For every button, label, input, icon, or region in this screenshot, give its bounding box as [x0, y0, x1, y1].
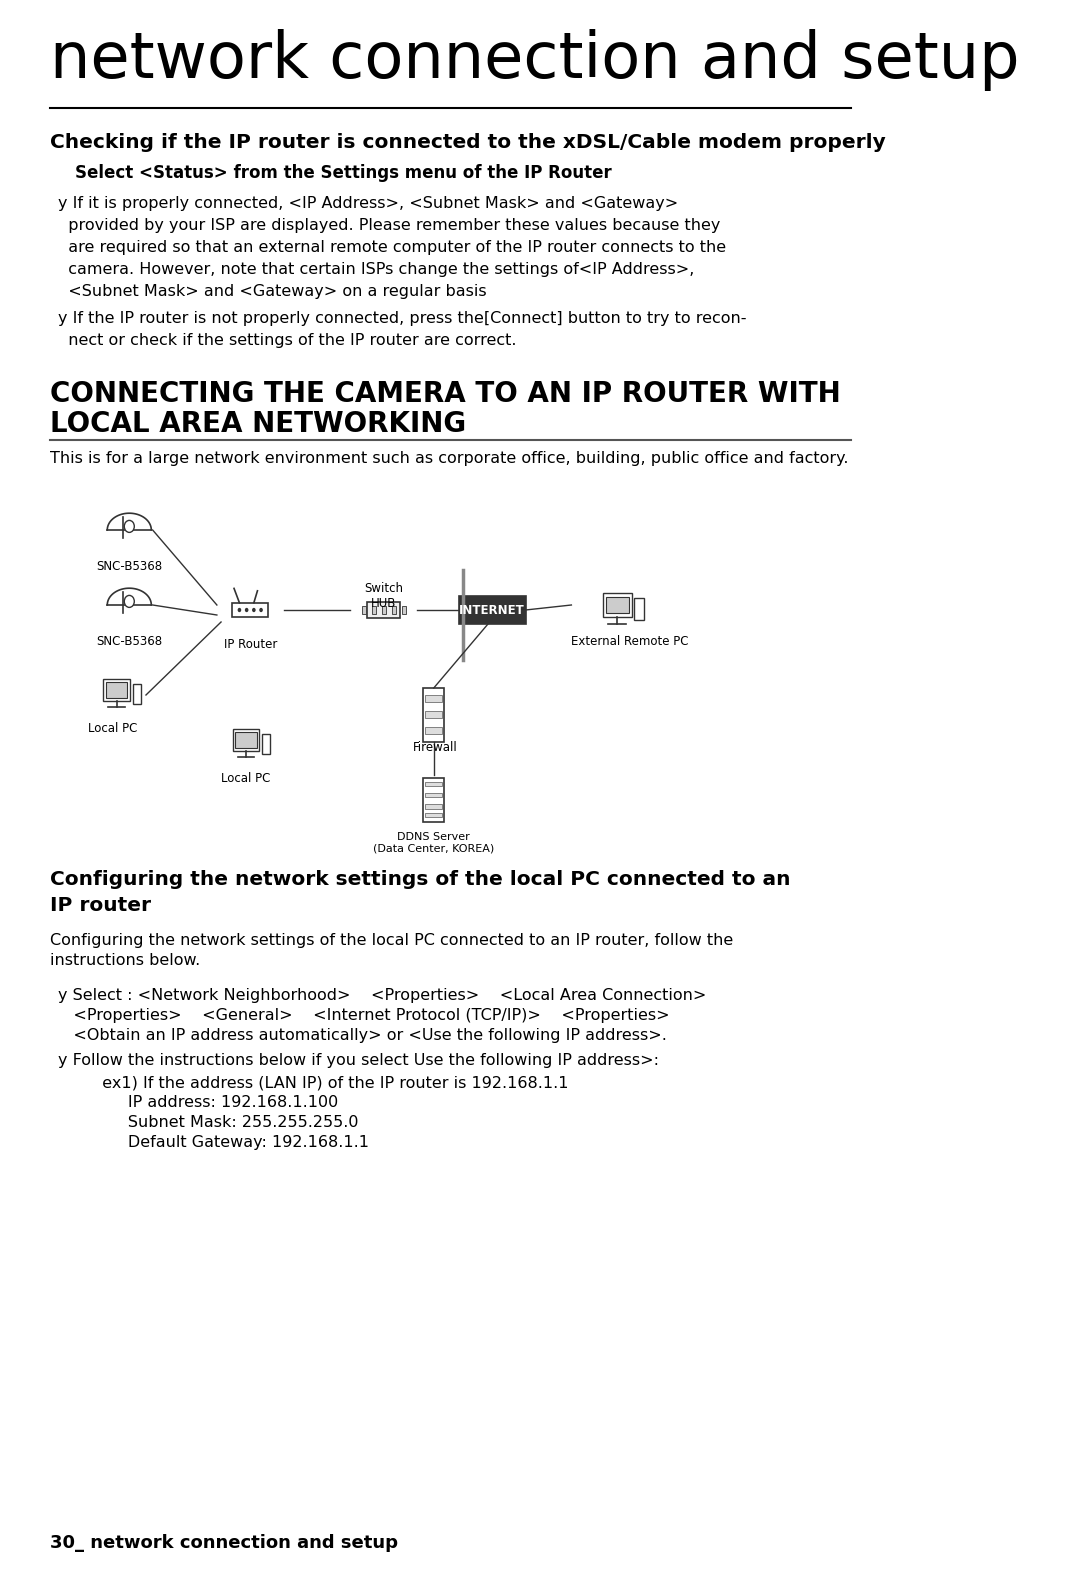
- Text: LOCAL AREA NETWORKING: LOCAL AREA NETWORKING: [50, 410, 467, 438]
- Text: y Follow the instructions below if you select Use the following IP address>:: y Follow the instructions below if you s…: [58, 1053, 660, 1068]
- Circle shape: [252, 608, 256, 613]
- FancyBboxPatch shape: [426, 694, 443, 702]
- FancyBboxPatch shape: [106, 682, 127, 698]
- Text: camera. However, note that certain ISPs change the settings of<IP Address>,: camera. However, note that certain ISPs …: [58, 262, 694, 276]
- Text: are required so that an external remote computer of the IP router connects to th: are required so that an external remote …: [58, 240, 727, 255]
- Circle shape: [124, 595, 134, 608]
- Text: y If the IP router is not properly connected, press the[Connect] button to try t: y If the IP router is not properly conne…: [58, 311, 747, 327]
- FancyBboxPatch shape: [232, 603, 268, 617]
- FancyBboxPatch shape: [634, 599, 644, 621]
- Text: instructions below.: instructions below.: [50, 954, 200, 968]
- Text: Local PC: Local PC: [87, 723, 137, 735]
- FancyBboxPatch shape: [606, 597, 629, 613]
- Text: network connection and setup: network connection and setup: [50, 28, 1020, 91]
- FancyBboxPatch shape: [104, 679, 130, 701]
- FancyBboxPatch shape: [232, 729, 259, 751]
- Text: SNC-B5368: SNC-B5368: [96, 559, 162, 573]
- Text: <Properties>    <General>    <Internet Protocol (TCP/IP)>    <Properties>: <Properties> <General> <Internet Protoco…: [58, 1009, 670, 1023]
- Circle shape: [238, 608, 241, 613]
- FancyBboxPatch shape: [426, 804, 442, 809]
- Text: ex1) If the address (LAN IP) of the IP router is 192.168.1.1: ex1) If the address (LAN IP) of the IP r…: [92, 1075, 568, 1090]
- Text: Checking if the IP router is connected to the xDSL/Cable modem properly: Checking if the IP router is connected t…: [50, 134, 886, 152]
- Text: Default Gateway: 192.168.1.1: Default Gateway: 192.168.1.1: [92, 1134, 368, 1150]
- FancyBboxPatch shape: [392, 606, 395, 614]
- FancyBboxPatch shape: [426, 727, 443, 734]
- Text: External Remote PC: External Remote PC: [571, 635, 689, 647]
- FancyBboxPatch shape: [381, 606, 386, 614]
- Text: provided by your ISP are displayed. Please remember these values because they: provided by your ISP are displayed. Plea…: [58, 218, 720, 233]
- Text: IP address: 192.168.1.100: IP address: 192.168.1.100: [92, 1095, 338, 1111]
- FancyBboxPatch shape: [426, 712, 443, 718]
- Text: Firewall: Firewall: [413, 742, 458, 754]
- FancyBboxPatch shape: [362, 606, 366, 614]
- FancyBboxPatch shape: [372, 606, 376, 614]
- FancyBboxPatch shape: [426, 812, 442, 817]
- Text: SNC-B5368: SNC-B5368: [96, 635, 162, 647]
- Text: nect or check if the settings of the IP router are correct.: nect or check if the settings of the IP …: [58, 333, 517, 349]
- FancyBboxPatch shape: [459, 595, 526, 624]
- Text: Subnet Mask: 255.255.255.0: Subnet Mask: 255.255.255.0: [92, 1115, 359, 1130]
- Text: DDNS Server
(Data Center, KOREA): DDNS Server (Data Center, KOREA): [373, 833, 495, 853]
- FancyBboxPatch shape: [367, 602, 401, 617]
- FancyBboxPatch shape: [402, 606, 406, 614]
- Text: IP Router: IP Router: [224, 638, 276, 650]
- Text: Local PC: Local PC: [221, 771, 271, 786]
- Text: <Subnet Mask> and <Gateway> on a regular basis: <Subnet Mask> and <Gateway> on a regular…: [58, 284, 487, 298]
- Circle shape: [124, 520, 134, 533]
- Text: IP router: IP router: [50, 895, 151, 914]
- Text: y Select : <Network Neighborhood>    <Properties>    <Local Area Connection>: y Select : <Network Neighborhood> <Prope…: [58, 988, 706, 1002]
- Text: Switch
HUB: Switch HUB: [364, 581, 403, 610]
- FancyBboxPatch shape: [426, 782, 442, 786]
- Text: Configuring the network settings of the local PC connected to an: Configuring the network settings of the …: [50, 870, 791, 889]
- FancyBboxPatch shape: [423, 688, 444, 742]
- Text: 30_ network connection and setup: 30_ network connection and setup: [50, 1533, 399, 1552]
- Text: <Obtain an IP address automatically> or <Use the following IP address>.: <Obtain an IP address automatically> or …: [58, 1027, 667, 1043]
- FancyBboxPatch shape: [235, 732, 257, 748]
- Text: Select <Status> from the Settings menu of the IP Router: Select <Status> from the Settings menu o…: [76, 163, 612, 182]
- FancyBboxPatch shape: [603, 592, 632, 617]
- Circle shape: [259, 608, 262, 613]
- FancyBboxPatch shape: [426, 793, 442, 798]
- Text: Configuring the network settings of the local PC connected to an IP router, foll: Configuring the network settings of the …: [50, 933, 733, 947]
- FancyBboxPatch shape: [133, 683, 141, 704]
- Text: This is for a large network environment such as corporate office, building, publ: This is for a large network environment …: [50, 451, 849, 467]
- Text: INTERNET: INTERNET: [459, 603, 525, 616]
- Text: y If it is properly connected, <IP Address>, <Subnet Mask> and <Gateway>: y If it is properly connected, <IP Addre…: [58, 196, 678, 211]
- FancyBboxPatch shape: [423, 778, 444, 822]
- Circle shape: [245, 608, 248, 613]
- Text: CONNECTING THE CAMERA TO AN IP ROUTER WITH: CONNECTING THE CAMERA TO AN IP ROUTER WI…: [50, 380, 841, 408]
- FancyBboxPatch shape: [262, 734, 270, 754]
